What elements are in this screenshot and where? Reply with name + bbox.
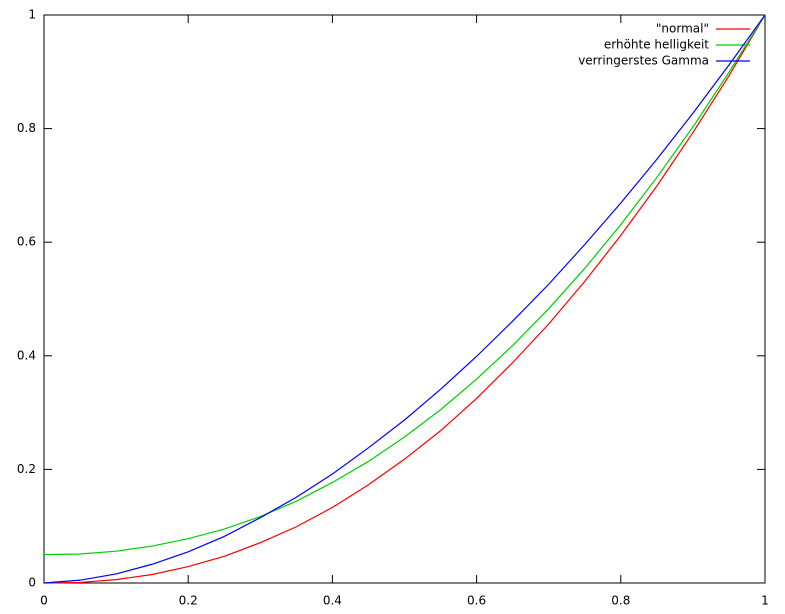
y-tick-label: 0.2 <box>17 462 36 476</box>
x-tick-label: 0 <box>40 594 48 608</box>
x-tick-label: 1 <box>761 594 769 608</box>
legend-label: verringerstes Gamma <box>578 54 709 68</box>
y-tick-label: 0.4 <box>17 348 36 362</box>
x-tick-label: 0.2 <box>179 594 198 608</box>
y-tick-label: 0.8 <box>17 121 36 135</box>
y-tick-label: 0.6 <box>17 235 36 249</box>
y-tick-label: 0 <box>28 576 36 590</box>
series-line <box>43 14 766 584</box>
y-tick-label: 1 <box>28 8 36 22</box>
plot-frame <box>43 14 766 584</box>
series-line <box>43 14 766 556</box>
x-tick-label: 0.4 <box>323 594 342 608</box>
x-tick-label: 0.8 <box>611 594 630 608</box>
series-line <box>43 14 766 584</box>
x-tick-label: 0.6 <box>467 594 486 608</box>
legend-label: "normal" <box>656 22 709 36</box>
legend-label: erhöhte helligkeit <box>604 38 709 52</box>
